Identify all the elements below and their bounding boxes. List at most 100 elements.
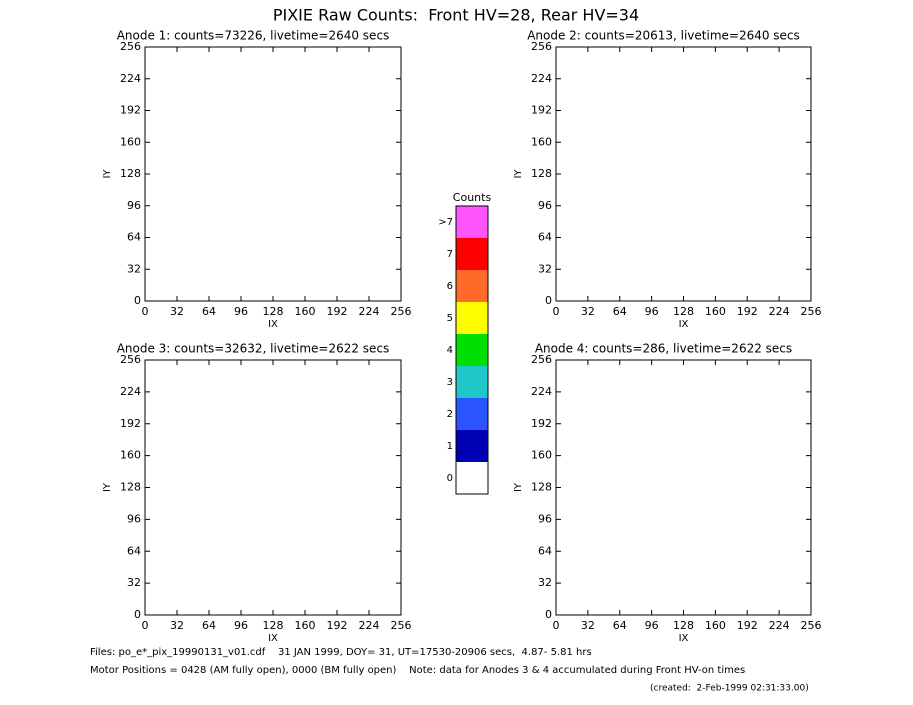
y-tick-label: 128 [531, 167, 552, 180]
x-tick-label: 32 [170, 305, 184, 318]
y-tick-label: 224 [531, 72, 552, 85]
y-tick-label: 0 [134, 608, 141, 621]
x-tick-label: 64 [202, 305, 216, 318]
panel-title: Anode 2: counts=20613, livetime=2640 sec… [527, 29, 800, 43]
x-tick-label: 256 [801, 619, 822, 632]
colorbar-label: 1 [447, 441, 453, 452]
x-tick-label: 128 [263, 619, 284, 632]
y-tick-label: 96 [538, 199, 552, 212]
y-tick-label: 128 [120, 481, 141, 494]
x-tick-label: 0 [142, 305, 149, 318]
x-tick-label: 64 [202, 619, 216, 632]
colorbar-swatch [456, 462, 488, 494]
plot-frame [555, 359, 812, 616]
colorbar-label: >7 [438, 217, 453, 228]
colorbar-swatch [456, 270, 488, 302]
panel-title: Anode 1: counts=73226, livetime=2640 sec… [117, 29, 390, 43]
colorbar-label: 2 [447, 409, 453, 420]
x-tick-label: 256 [391, 305, 412, 318]
y-axis-label: IY [513, 169, 524, 179]
footer-files: Files: po_e*_pix_19990131_v01.cdf 31 JAN… [90, 647, 592, 658]
x-tick-label: 224 [359, 619, 380, 632]
y-tick-label: 224 [531, 385, 552, 398]
x-tick-label: 224 [359, 305, 380, 318]
colorbar-label: 5 [447, 313, 453, 324]
x-tick-label: 128 [673, 619, 694, 632]
colorbar-swatch [456, 302, 488, 334]
plot-frame [144, 359, 402, 616]
x-axis-label: IX [268, 633, 278, 644]
colorbar-title: Counts [453, 191, 492, 204]
y-tick-label: 96 [127, 199, 141, 212]
x-tick-label: 64 [613, 619, 627, 632]
y-tick-label: 160 [531, 449, 552, 462]
x-tick-label: 128 [263, 305, 284, 318]
y-tick-label: 32 [538, 262, 552, 275]
y-axis-label: IY [102, 482, 113, 492]
colorbar-swatch [456, 206, 488, 238]
colorbar-label: 6 [447, 281, 453, 292]
footer-created: (created: 2-Feb-1999 02:31:33.00) [650, 684, 809, 694]
y-tick-label: 0 [545, 294, 552, 307]
y-tick-label: 192 [531, 417, 552, 430]
y-tick-label: 96 [127, 512, 141, 525]
x-axis-label: IX [679, 319, 689, 330]
x-tick-label: 96 [234, 305, 248, 318]
plot-frame [144, 46, 402, 302]
colorbar-swatch [456, 238, 488, 270]
y-tick-label: 64 [127, 544, 141, 557]
x-tick-label: 224 [769, 619, 790, 632]
x-tick-label: 192 [327, 619, 348, 632]
x-tick-label: 256 [801, 305, 822, 318]
colorbar-swatch [456, 430, 488, 462]
x-tick-label: 192 [737, 305, 758, 318]
y-axis-label: IY [102, 169, 113, 179]
x-tick-label: 192 [737, 619, 758, 632]
colorbar-label: 0 [447, 473, 453, 484]
colorbar-label: 4 [447, 345, 453, 356]
y-tick-label: 192 [531, 104, 552, 117]
colorbar-label: 7 [447, 249, 453, 260]
x-tick-label: 32 [581, 619, 595, 632]
x-tick-label: 160 [295, 619, 316, 632]
y-tick-label: 160 [531, 135, 552, 148]
x-tick-label: 160 [295, 305, 316, 318]
footer-motor: Motor Positions = 0428 (AM fully open), … [90, 665, 745, 676]
y-tick-label: 256 [120, 40, 141, 53]
figure-title: PIXIE Raw Counts: Front HV=28, Rear HV=3… [273, 6, 639, 25]
y-tick-label: 160 [120, 449, 141, 462]
y-tick-label: 256 [120, 353, 141, 366]
x-tick-label: 0 [553, 305, 560, 318]
y-tick-label: 64 [538, 544, 552, 557]
y-tick-label: 160 [120, 135, 141, 148]
y-tick-label: 32 [127, 262, 141, 275]
y-tick-label: 224 [120, 72, 141, 85]
y-tick-label: 0 [134, 294, 141, 307]
y-tick-label: 128 [531, 481, 552, 494]
x-tick-label: 0 [553, 619, 560, 632]
y-tick-label: 192 [120, 104, 141, 117]
panel-title: Anode 3: counts=32632, livetime=2622 sec… [117, 342, 390, 356]
x-axis-label: IX [268, 319, 278, 330]
x-tick-label: 96 [645, 619, 659, 632]
y-tick-label: 96 [538, 512, 552, 525]
y-tick-label: 256 [531, 40, 552, 53]
panel-title: Anode 4: counts=286, livetime=2622 secs [535, 342, 792, 356]
x-axis-label: IX [679, 633, 689, 644]
y-tick-label: 0 [545, 608, 552, 621]
x-tick-label: 32 [581, 305, 595, 318]
x-tick-label: 0 [142, 619, 149, 632]
y-tick-label: 224 [120, 385, 141, 398]
y-tick-label: 32 [538, 576, 552, 589]
y-tick-label: 192 [120, 417, 141, 430]
x-tick-label: 128 [673, 305, 694, 318]
x-tick-label: 64 [613, 305, 627, 318]
x-tick-label: 96 [234, 619, 248, 632]
x-tick-label: 96 [645, 305, 659, 318]
y-tick-label: 128 [120, 167, 141, 180]
y-tick-label: 256 [531, 353, 552, 366]
y-tick-label: 64 [538, 231, 552, 244]
colorbar-swatch [456, 366, 488, 398]
y-axis-label: IY [513, 482, 524, 492]
